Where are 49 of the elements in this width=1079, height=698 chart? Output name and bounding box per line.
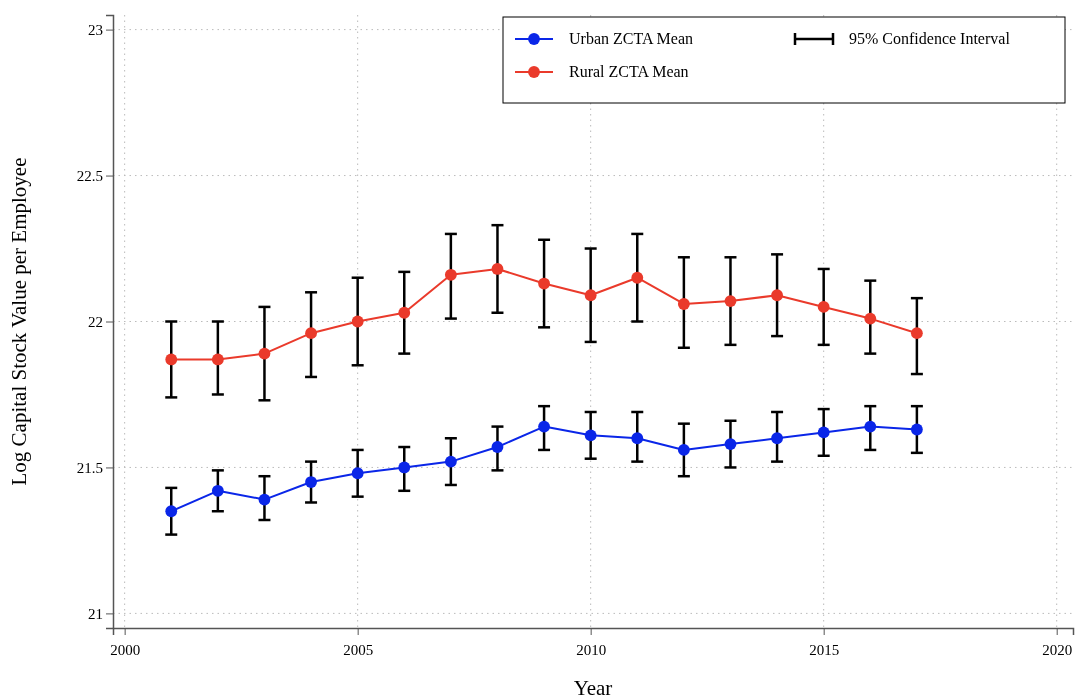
point bbox=[677, 444, 690, 456]
point bbox=[910, 423, 923, 436]
point bbox=[538, 277, 550, 290]
point bbox=[864, 312, 877, 325]
point bbox=[444, 455, 457, 468]
legend-label: Rural ZCTA Mean bbox=[569, 63, 689, 80]
point bbox=[351, 315, 364, 328]
x-tick-label: 2020 bbox=[1042, 641, 1073, 658]
point bbox=[817, 426, 830, 439]
y-tick-label: 21 bbox=[88, 605, 103, 622]
point bbox=[584, 289, 597, 302]
y-tick-label: 23 bbox=[88, 21, 103, 38]
point bbox=[351, 467, 364, 480]
point bbox=[398, 306, 411, 319]
point bbox=[305, 327, 317, 340]
annotation: 95% Confidence Interval bbox=[849, 30, 1011, 47]
y-axis-title: Log Capital Stock Value per Employee bbox=[7, 157, 31, 486]
legend-label: Urban ZCTA Mean bbox=[569, 30, 694, 47]
point bbox=[211, 484, 224, 497]
point bbox=[864, 420, 877, 433]
point bbox=[584, 429, 597, 442]
point bbox=[491, 263, 504, 275]
point bbox=[631, 271, 644, 284]
y-tick-label: 22 bbox=[88, 313, 103, 330]
point bbox=[305, 476, 317, 488]
x-tick-label: 2010 bbox=[576, 641, 607, 658]
y-tick-label: 21.5 bbox=[76, 459, 103, 476]
point bbox=[211, 353, 224, 366]
x-tick-label: 2015 bbox=[809, 641, 840, 658]
y-tick-label: 22.5 bbox=[76, 167, 103, 184]
point bbox=[817, 301, 830, 313]
point bbox=[444, 268, 457, 281]
point bbox=[677, 298, 690, 310]
point bbox=[910, 327, 923, 340]
point bbox=[258, 347, 271, 360]
point bbox=[165, 353, 178, 366]
point bbox=[258, 493, 271, 506]
x-tick-label: 2000 bbox=[110, 641, 141, 658]
point bbox=[165, 505, 178, 518]
point bbox=[538, 420, 550, 433]
point bbox=[724, 295, 737, 307]
point bbox=[491, 441, 504, 453]
point bbox=[398, 461, 411, 474]
point bbox=[724, 438, 737, 451]
point bbox=[771, 289, 783, 302]
x-axis-title: Year bbox=[573, 676, 613, 698]
point bbox=[771, 432, 783, 445]
x-tick-label: 2005 bbox=[343, 641, 374, 658]
point bbox=[631, 432, 644, 445]
